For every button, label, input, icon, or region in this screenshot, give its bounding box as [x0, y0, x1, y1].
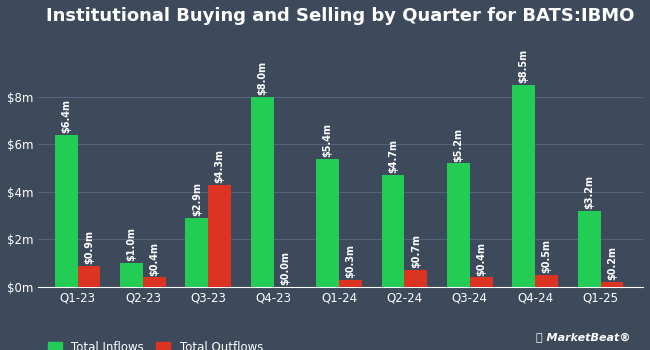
- Text: $6.4m: $6.4m: [61, 99, 71, 133]
- Text: $0.0m: $0.0m: [280, 251, 290, 285]
- Text: $5.4m: $5.4m: [322, 123, 333, 157]
- Bar: [578, 211, 601, 287]
- Text: $0.7m: $0.7m: [411, 234, 421, 268]
- Legend: Total Inflows, Total Outflows: Total Inflows, Total Outflows: [44, 338, 266, 350]
- Bar: [251, 97, 274, 287]
- Bar: [404, 270, 427, 287]
- Bar: [316, 159, 339, 287]
- Text: $0.2m: $0.2m: [607, 246, 617, 280]
- Bar: [55, 135, 77, 287]
- Bar: [535, 275, 558, 287]
- Text: $0.5m: $0.5m: [541, 239, 552, 273]
- Bar: [208, 185, 231, 287]
- Text: $8.0m: $8.0m: [257, 61, 267, 95]
- Text: $4.7m: $4.7m: [388, 139, 398, 174]
- Text: $2.9m: $2.9m: [192, 182, 202, 216]
- Bar: [339, 280, 362, 287]
- Bar: [470, 278, 493, 287]
- Text: $0.9m: $0.9m: [84, 230, 94, 264]
- Text: $4.3m: $4.3m: [214, 149, 225, 183]
- Text: $0.4m: $0.4m: [476, 241, 486, 275]
- Bar: [77, 266, 100, 287]
- Bar: [601, 282, 623, 287]
- Text: $0.4m: $0.4m: [150, 241, 159, 275]
- Bar: [382, 175, 404, 287]
- Title: Institutional Buying and Selling by Quarter for BATS:IBMO: Institutional Buying and Selling by Quar…: [47, 7, 635, 25]
- Bar: [185, 218, 208, 287]
- Text: $0.3m: $0.3m: [346, 244, 356, 278]
- Text: ⼋ MarketBeat®: ⼋ MarketBeat®: [536, 333, 630, 343]
- Bar: [120, 263, 143, 287]
- Text: $5.2m: $5.2m: [453, 128, 463, 162]
- Text: $1.0m: $1.0m: [127, 228, 136, 261]
- Bar: [143, 278, 166, 287]
- Text: $8.5m: $8.5m: [519, 49, 528, 83]
- Text: $3.2m: $3.2m: [584, 175, 594, 209]
- Bar: [512, 85, 535, 287]
- Bar: [447, 163, 470, 287]
